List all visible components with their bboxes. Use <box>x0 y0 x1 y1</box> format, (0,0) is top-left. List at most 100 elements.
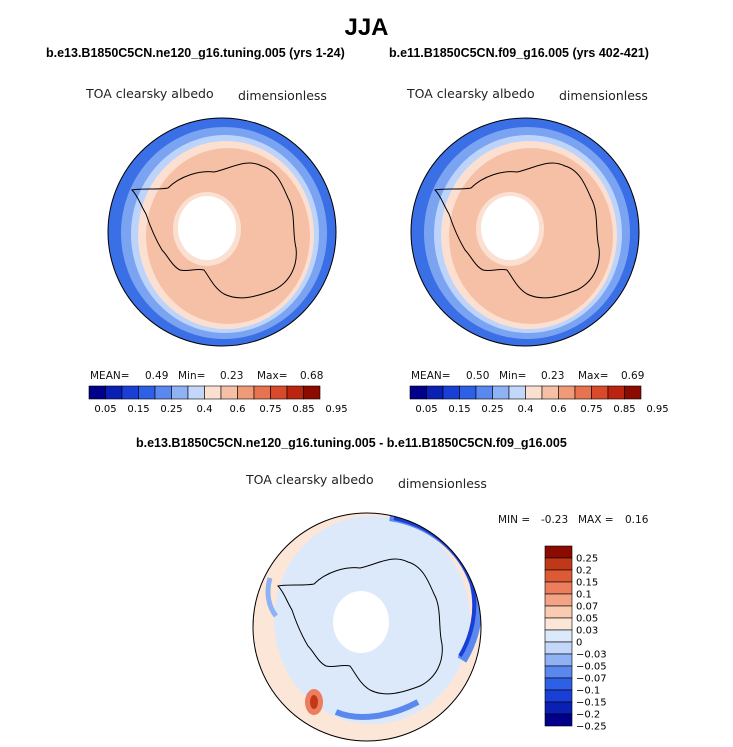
panel-2-colorbar-swatch <box>442 385 460 400</box>
panel-1-variable-label: TOA clearsky albedo <box>86 86 214 101</box>
panel-1-max-value: 0.68 <box>300 370 324 382</box>
panel-1-mean-label: MEAN= <box>90 370 130 382</box>
panel-1-colorbar-swatch <box>286 385 304 400</box>
panel-2-colorbar-tick-label: 0.85 <box>613 404 635 415</box>
diff-panel-title: b.e13.B1850C5CN.ne120_g16.tuning.005 - b… <box>136 436 567 450</box>
diff-colorbar-tick-label: 0.07 <box>576 602 598 613</box>
panel-2-colorbar-swatch <box>591 385 609 400</box>
diff-negative-patch-west <box>265 577 279 618</box>
panel-2-mean-value: 0.50 <box>466 370 490 382</box>
panel-2-case-title: b.e11.B1850C5CN.f09_g16.005 (yrs 402-421… <box>389 46 649 60</box>
diff-min-label: MIN = <box>498 514 531 526</box>
diff-colorbar-swatch <box>544 629 573 643</box>
panel-2-colorbar-tick-label: 0.4 <box>518 404 534 415</box>
diff-colorbar-tick-label: 0.05 <box>576 614 598 625</box>
panel-1-colorbar-swatch <box>171 385 189 400</box>
panel-1-colorbar-tick-label: 0.6 <box>230 404 246 415</box>
panel-1-colorbar-tick-label: 0.95 <box>325 404 347 415</box>
diff-colorbar-swatch <box>544 617 573 631</box>
diff-min-value: -0.23 <box>541 514 569 526</box>
panel-2-map-border <box>410 117 640 347</box>
panel-1-colorbar-tick-label: 0.4 <box>197 404 213 415</box>
diff-positive-core <box>310 695 318 709</box>
panel-1-max-label: Max= <box>257 370 288 382</box>
panel-1-colorbar-swatch <box>154 385 172 400</box>
panel-2-colorbar-swatch <box>574 385 592 400</box>
diff-colorbar-swatch <box>544 665 573 679</box>
diff-colorbar-tick-label: 0.1 <box>576 590 592 601</box>
diff-coastline <box>276 558 443 695</box>
panel-2-colorbar-swatch <box>558 385 576 400</box>
panel-1-colorbar-swatch <box>220 385 238 400</box>
diff-colorbar-swatch <box>544 581 573 595</box>
panel-2-mean-label: MEAN= <box>411 370 451 382</box>
panel-2-map <box>410 117 640 347</box>
panel-1-colorbar-swatch <box>253 385 271 400</box>
diff-units-label: dimensionless <box>398 476 487 491</box>
panel-1-colorbar-swatch <box>204 385 222 400</box>
diff-colorbar-tick-label: 0 <box>576 638 582 649</box>
panel-1-colorbar-swatch <box>270 385 288 400</box>
panel-1-pole-gap <box>178 196 236 260</box>
panel-2-min-value: 0.23 <box>541 370 565 382</box>
panel-1-units-label: dimensionless <box>238 88 327 103</box>
diff-map-border <box>252 512 482 742</box>
panel-1-case-title: b.e13.B1850C5CN.ne120_g16.tuning.005 (yr… <box>46 46 345 60</box>
diff-colorbar-swatch <box>544 557 573 571</box>
diff-colorbar-swatch <box>544 689 573 703</box>
diff-colorbar-swatch <box>544 713 573 727</box>
panel-1-colorbar-swatch <box>105 385 123 400</box>
panel-2-max-label: Max= <box>578 370 609 382</box>
diff-colorbar-tick-label: −0.05 <box>576 662 607 673</box>
diff-colorbar-swatch <box>544 641 573 655</box>
diff-colorbar-tick-label: −0.2 <box>576 710 600 721</box>
diff-colorbar-tick-label: 0.15 <box>576 578 598 589</box>
diff-pole-gap <box>333 591 389 653</box>
diff-colorbar-tick-label: −0.25 <box>576 722 607 733</box>
diff-colorbar-tick-label: 0.25 <box>576 554 598 565</box>
panel-1-colorbar-tick-label: 0.05 <box>94 404 116 415</box>
panel-2-colorbar-swatch <box>525 385 543 400</box>
diff-colorbar-tick-label: −0.15 <box>576 698 607 709</box>
panel-2-colorbar-swatch <box>409 385 427 400</box>
panel-1-min-label: Min= <box>178 370 206 382</box>
panel-1-colorbar-tick-label: 0.15 <box>127 404 149 415</box>
panel-2-colorbar-swatch <box>459 385 477 400</box>
figure-title: JJA <box>344 14 389 41</box>
panel-2-units-label: dimensionless <box>559 88 648 103</box>
panel-1-map-border <box>107 117 337 347</box>
diff-max-label: MAX = <box>578 514 614 526</box>
panel-1-colorbar-tick-label: 0.25 <box>160 404 182 415</box>
diff-colorbar-tick-label: 0.2 <box>576 566 592 577</box>
panel-1-colorbar-swatch <box>88 385 106 400</box>
panel-1-min-value: 0.23 <box>220 370 244 382</box>
diff-colorbar-tick-label: −0.1 <box>576 686 600 697</box>
panel-2-variable-label: TOA clearsky albedo <box>407 86 535 101</box>
diff-colorbar-tick-label: −0.03 <box>576 650 607 661</box>
panel-1-map <box>107 117 337 347</box>
diff-colorbar-tick-label: −0.07 <box>576 674 607 685</box>
panel-2-max-value: 0.69 <box>621 370 645 382</box>
panel-2-colorbar-swatch <box>475 385 493 400</box>
diff-colorbar-tick-label: 0.03 <box>576 626 598 637</box>
panel-1-colorbar-swatch <box>187 385 205 400</box>
panel-1-colorbar-tick-label: 0.75 <box>259 404 281 415</box>
diff-colorbar-swatch <box>544 677 573 691</box>
panel-2-colorbar-tick-label: 0.25 <box>481 404 503 415</box>
panel-2-colorbar-tick-label: 0.15 <box>448 404 470 415</box>
panel-2-coastline <box>433 162 600 299</box>
panel-2-colorbar-tick-label: 0.05 <box>415 404 437 415</box>
panel-1-coastline <box>130 162 297 299</box>
panel-2-colorbar-tick-label: 0.95 <box>646 404 668 415</box>
panel-1-mean-value: 0.49 <box>145 370 169 382</box>
panel-2-pole-gap <box>481 196 539 260</box>
diff-negative-band-south <box>334 699 420 720</box>
panel-2-colorbar-swatch <box>541 385 559 400</box>
panel-2-colorbar-swatch <box>607 385 625 400</box>
panel-2-colorbar-tick-label: 0.75 <box>580 404 602 415</box>
diff-colorbar: 0.250.20.150.10.070.050.030−0.03−0.05−0.… <box>544 545 607 733</box>
diff-colorbar-swatch <box>544 545 573 559</box>
panel-1-colorbar-swatch <box>121 385 139 400</box>
panel-2-colorbar-swatch <box>508 385 526 400</box>
panel-2-colorbar-tick-label: 0.6 <box>551 404 567 415</box>
